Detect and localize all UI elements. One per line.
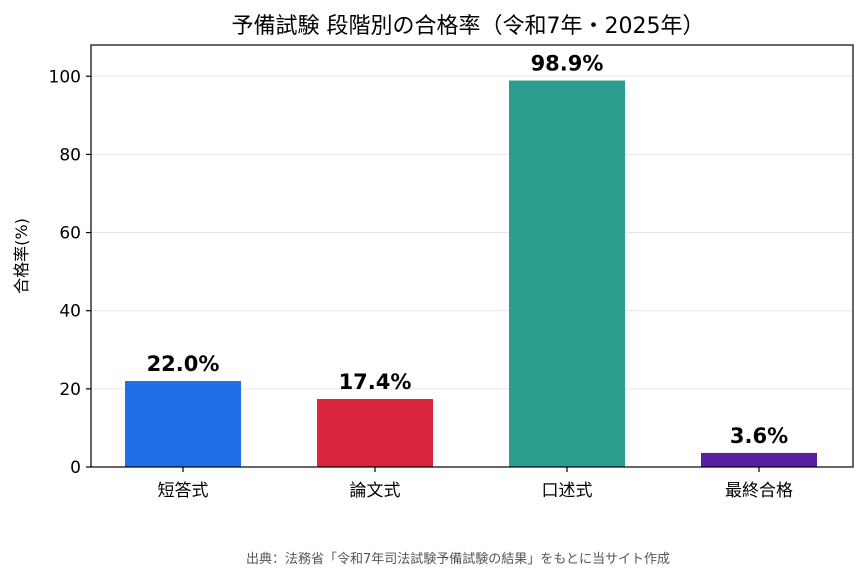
chart-title: 予備試験 段階別の合格率（令和7年・2025年）: [232, 14, 705, 39]
y-tick-label: 20: [59, 380, 81, 400]
bar: [701, 452, 817, 467]
y-axis-ticks: 0 20 40 60 80 100: [49, 67, 91, 478]
source-note: 出典：法務省「令和7年司法試験予備試験の結果」をもとに当サイト作成: [246, 551, 670, 567]
y-tick-label: 80: [59, 145, 81, 165]
y-axis-label: 合格率(%): [12, 218, 31, 294]
x-axis-ticks: 短答式 論文式 口述式 最終合格: [158, 467, 793, 501]
value-labels: 22.0% 17.4% 98.9% 3.6%: [147, 52, 789, 448]
bars: [125, 80, 817, 468]
bar-value-label: 3.6%: [730, 424, 788, 448]
bar-value-label: 98.9%: [531, 52, 604, 76]
y-tick-label: 100: [49, 67, 81, 87]
bar: [125, 381, 241, 467]
bar-value-label: 22.0%: [147, 352, 220, 376]
x-tick-label: 最終合格: [725, 481, 793, 501]
bar: [317, 399, 433, 467]
bar-value-label: 17.4%: [339, 370, 412, 394]
y-tick-label: 60: [59, 224, 81, 244]
bar: [509, 80, 625, 468]
x-tick-label: 短答式: [158, 481, 209, 501]
plot-frame: [90, 44, 854, 468]
x-tick-label: 論文式: [350, 481, 401, 501]
y-tick-label: 40: [59, 302, 81, 322]
x-tick-label: 口述式: [542, 481, 593, 501]
y-tick-label: 0: [70, 458, 81, 478]
